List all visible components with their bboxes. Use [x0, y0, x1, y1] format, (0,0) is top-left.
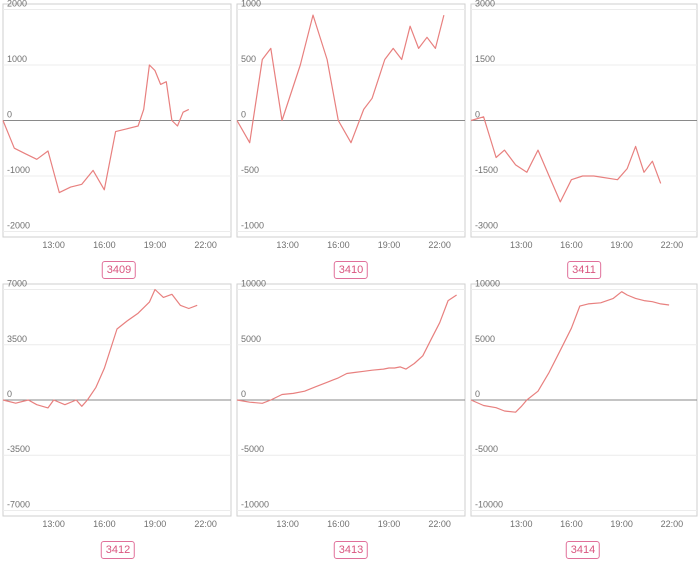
x-tick-label: 13:00 [510, 240, 533, 250]
y-tick-label: -3500 [7, 444, 30, 454]
y-tick-label: 5000 [241, 334, 261, 344]
x-tick-label: 13:00 [42, 240, 65, 250]
chart-panel: 1000 500 0 -500 -1000 13:00 16:00 19:00 22:00 34… [234, 0, 468, 280]
x-tick-label: 16:00 [560, 519, 583, 529]
series-line [470, 291, 670, 413]
y-tick-label: 1000 [7, 54, 27, 64]
x-tick-label: 22:00 [661, 519, 684, 529]
chart-panel: 3000 1500 0 -1500 -3000 13:00 16:00 19:00 22:00 … [468, 0, 700, 280]
x-tick-label: 19:00 [144, 519, 167, 529]
y-tick-label: -3000 [475, 220, 498, 230]
y-tick-label: 2000 [7, 0, 27, 9]
chart-id-badge[interactable]: 3414 [565, 541, 601, 559]
y-tick-label: -10000 [475, 499, 503, 509]
series-line [236, 294, 457, 404]
x-tick-label: 22:00 [428, 519, 451, 529]
x-tick-label: 13:00 [42, 519, 65, 529]
x-tick-label: 16:00 [560, 240, 583, 250]
y-tick-label: -1500 [475, 165, 498, 175]
y-tick-label: -500 [241, 165, 259, 175]
y-tick-label: 0 [241, 389, 246, 399]
x-tick-label: 19:00 [610, 519, 633, 529]
y-tick-label: 0 [241, 110, 246, 120]
x-tick-label: 13:00 [276, 240, 299, 250]
chart-panel: 10000 5000 0 -5000 -10000 13:00 16:00 19:00 22:0… [468, 279, 700, 561]
x-tick-label: 19:00 [144, 240, 167, 250]
y-tick-label: -7000 [7, 499, 30, 509]
chart-panel: 7000 3500 0 -3500 -7000 13:00 16:00 19:00 22:00 … [0, 279, 234, 561]
chart-svg: 2000 1000 0 -1000 -2000 13:00 16:00 19:00 22:00 [2, 0, 232, 250]
chart-svg: 3000 1500 0 -1500 -3000 13:00 16:00 19:00 22:00 [470, 0, 698, 250]
chart-id-badge[interactable]: 3412 [100, 541, 136, 559]
chart-panel: 2000 1000 0 -1000 -2000 13:00 16:00 19:00 22:00 … [0, 0, 234, 280]
y-tick-label: 1000 [241, 0, 261, 9]
chart-id-badge[interactable]: 3413 [333, 541, 369, 559]
y-tick-label: 0 [7, 110, 12, 120]
chart-svg: 7000 3500 0 -3500 -7000 13:00 16:00 19:00 22:00 [2, 279, 232, 529]
x-tick-label: 19:00 [378, 240, 401, 250]
y-tick-label: -5000 [475, 444, 498, 454]
y-tick-label: 0 [7, 389, 12, 399]
y-tick-label: 7000 [7, 279, 27, 289]
x-tick-label: 22:00 [194, 519, 217, 529]
y-tick-label: -5000 [241, 444, 264, 454]
y-tick-label: 5000 [475, 334, 495, 344]
x-tick-label: 22:00 [428, 240, 451, 250]
y-tick-label: 1500 [475, 54, 495, 64]
chart-svg: 10000 5000 0 -5000 -10000 13:00 16:00 19:00 22:0… [470, 279, 698, 529]
y-tick-label: 500 [241, 54, 256, 64]
y-tick-label: 3500 [7, 334, 27, 344]
x-tick-label: 16:00 [93, 519, 116, 529]
x-tick-label: 22:00 [194, 240, 217, 250]
y-tick-label: 0 [475, 110, 480, 120]
series-line [2, 64, 190, 194]
x-tick-label: 16:00 [327, 519, 350, 529]
chart-id-badge[interactable]: 3409 [101, 261, 137, 279]
series-line [2, 288, 198, 409]
x-tick-label: 19:00 [610, 240, 633, 250]
y-tick-label: 0 [475, 389, 480, 399]
x-tick-label: 16:00 [93, 240, 116, 250]
y-tick-label: -1000 [7, 165, 30, 175]
x-tick-label: 16:00 [327, 240, 350, 250]
series-line [470, 116, 662, 203]
x-tick-label: 19:00 [378, 519, 401, 529]
chart-id-badge[interactable]: 3411 [567, 261, 601, 279]
y-tick-label: -1000 [241, 220, 264, 230]
y-tick-label: 10000 [241, 279, 266, 289]
x-tick-label: 22:00 [661, 240, 684, 250]
x-tick-label: 13:00 [276, 519, 299, 529]
y-tick-label: 10000 [475, 279, 500, 289]
y-tick-label: 3000 [475, 0, 495, 9]
chart-svg: 10000 5000 0 -5000 -10000 13:00 16:00 19:00 22:0… [236, 279, 466, 529]
chart-svg: 1000 500 0 -500 -1000 13:00 16:00 19:00 22:00 [236, 0, 466, 250]
y-tick-label: -10000 [241, 499, 269, 509]
chart-panel: 10000 5000 0 -5000 -10000 13:00 16:00 19:00 22:0… [234, 279, 468, 561]
x-tick-label: 13:00 [510, 519, 533, 529]
series-line [236, 14, 445, 144]
chart-id-badge[interactable]: 3410 [333, 261, 369, 279]
y-tick-label: -2000 [7, 220, 30, 230]
